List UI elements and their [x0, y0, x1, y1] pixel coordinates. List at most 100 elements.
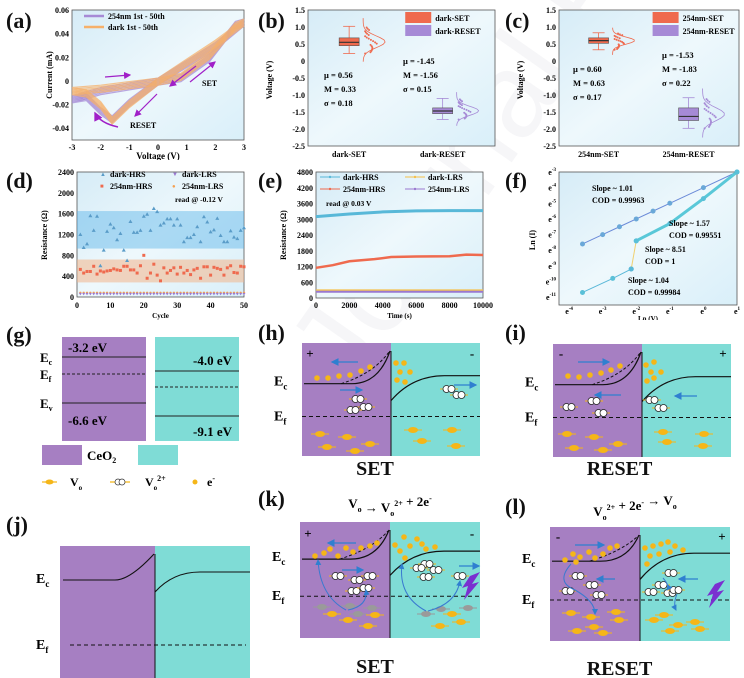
data-point	[708, 117, 711, 120]
y-tick-label: 0	[301, 57, 305, 66]
uv-hrs-point	[182, 271, 186, 275]
x-tick-label: 3	[242, 143, 246, 152]
panel-j: (j) Ec Ef	[0, 490, 250, 678]
dark-lrs-point	[222, 292, 226, 296]
uv-hrs-point	[215, 266, 219, 270]
dark-hrs-point	[115, 237, 120, 242]
dark-hrs-point	[205, 220, 210, 224]
uv-hrs-point	[185, 268, 189, 272]
data-point	[617, 43, 620, 46]
data-point	[650, 208, 656, 214]
set-statistic: M = 0.33	[324, 84, 356, 94]
set-annotation: SET	[202, 79, 218, 88]
iv-series-line	[71, 18, 245, 118]
reset-statistic: σ = 0.15	[403, 84, 432, 94]
conduction-band-shift	[592, 352, 641, 386]
electron	[392, 542, 398, 548]
panel-f-label: (f)	[505, 168, 527, 193]
y-tick-label: 2000	[58, 189, 74, 198]
dark-hrs-point	[151, 206, 156, 210]
conduction-band-right	[154, 571, 250, 593]
dark-lrs-point	[215, 292, 219, 296]
uv-light-icon	[707, 580, 725, 608]
uv-hrs-point	[232, 271, 236, 275]
fit-slope-label: Slope ~ 1.57	[669, 219, 710, 228]
ec-label: Ec	[274, 375, 287, 392]
legend-label: 254nm-SET	[683, 14, 725, 23]
dark-hrs-point	[231, 235, 236, 239]
dark-hrs-point	[95, 214, 100, 218]
panel-e-label: (e)	[258, 168, 283, 193]
oxygen-vacancy	[589, 624, 599, 630]
dark-hrs-point	[78, 232, 83, 236]
cycle-resistance-chart: 2400 2000 1600 1200 800 400 00 10 20 30 40 50 Cycle R…	[40, 168, 248, 320]
electron	[658, 541, 664, 547]
electron	[651, 375, 657, 381]
lnI-lnV-fit-chart: e-3 e-4 e-5 e-6 e-7 e-8 e-9 e-10 e-11 e-4 e-3 e-2 e-…	[528, 168, 741, 323]
sweep-direction-arrow	[134, 93, 158, 117]
electron	[402, 555, 408, 561]
uv-hrs-point	[152, 262, 156, 266]
uv-hrs-point	[239, 264, 243, 268]
sweep-direction-arrow	[189, 61, 216, 83]
electron	[656, 551, 662, 557]
dark-hrs-point	[108, 222, 113, 226]
dark-hrs-point	[238, 228, 243, 232]
uv-hrs-point	[142, 253, 146, 257]
y-axis-label: Voltage (V)	[516, 60, 525, 99]
oxygen-vacancy	[435, 623, 445, 629]
dark-lrs-point	[209, 292, 213, 296]
data-point	[705, 109, 708, 112]
reset-recombination-diagram: Vo2+ + 2e- → Vo Ec Ef - +	[522, 493, 730, 641]
uv-hrs-point	[205, 265, 209, 269]
dark-lrs-point	[85, 292, 89, 296]
polarity-sign: -	[559, 346, 563, 361]
dark-hrs-point	[171, 223, 176, 227]
dark-lrs-point	[122, 292, 126, 296]
x-axis-label: Time (s)	[387, 312, 412, 320]
vo2-icon	[118, 478, 126, 486]
electron	[600, 551, 606, 557]
charged-vacancy	[674, 586, 683, 594]
oxygen-vacancy	[315, 431, 325, 437]
electron	[414, 536, 420, 542]
y-axis-label: Voltage (V)	[265, 60, 274, 99]
charged-vacancy	[447, 385, 456, 393]
dark-hrs-point	[118, 231, 123, 235]
legend-label: 254nm-RESET	[683, 27, 736, 36]
electron	[321, 550, 327, 556]
data-point	[628, 266, 634, 272]
data-point	[617, 32, 620, 35]
fit-cod-label: COD = 1	[645, 257, 675, 266]
uv-hrs-band	[77, 259, 244, 283]
x-tick-label: e-4	[565, 307, 573, 316]
y-tick-label: -2.5	[292, 142, 305, 151]
dark-voltage-box-chart: 1.5 1.0 0.5 0 -0.5 -1.0 -1.5 -2.0 -2.5 Voltage (V…	[265, 6, 496, 159]
oxygen-vacancy	[699, 431, 709, 437]
dark-lrs-point	[229, 292, 233, 296]
data-point	[734, 169, 740, 175]
plot-area	[307, 9, 496, 147]
dark-hrs-point	[98, 263, 103, 268]
y-axis-label: Resistance (Ω)	[279, 210, 288, 260]
electron	[407, 369, 413, 375]
data-point	[709, 112, 712, 115]
ec-label: Ec	[272, 550, 285, 567]
conduction-band-left	[304, 350, 391, 385]
polarity-sign: +	[304, 526, 311, 541]
data-point	[703, 127, 706, 130]
y-tick-label: -0.04	[52, 124, 69, 133]
dark-hrs-point	[101, 248, 106, 252]
data-point	[707, 106, 710, 109]
recombination-path	[671, 593, 678, 611]
y-tick-label: e-7	[548, 231, 556, 240]
data-point	[707, 110, 710, 113]
plot-area	[558, 9, 740, 147]
dark-lrs-point	[142, 292, 146, 296]
dark-hrs-point	[158, 223, 163, 227]
oxygen-vacancy	[562, 431, 572, 437]
set-statistic: μ = 0.56	[324, 70, 353, 80]
data-point	[469, 110, 472, 113]
oxygen-vacancy	[569, 445, 579, 451]
